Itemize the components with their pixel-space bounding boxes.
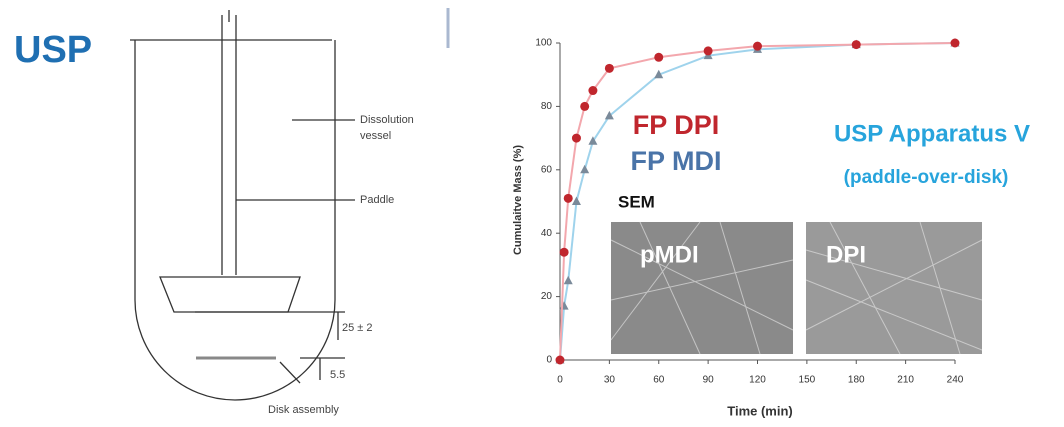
- data-point: [572, 134, 581, 143]
- data-point: [572, 197, 581, 206]
- legend-entry: FP DPI: [633, 110, 720, 140]
- annotation: pMDI: [640, 241, 699, 268]
- diagram-label: vessel: [360, 130, 391, 142]
- data-point: [654, 53, 663, 62]
- x-tick-label: 90: [703, 375, 715, 386]
- diagram-label: Disk assembly: [268, 404, 339, 416]
- x-tick-label: 120: [749, 375, 766, 386]
- data-point: [605, 64, 614, 73]
- diagram-title: USP: [14, 29, 92, 71]
- data-point: [564, 276, 573, 285]
- data-point: [564, 194, 573, 203]
- annotation: USP Apparatus V: [834, 120, 1030, 147]
- slide: USP Dissolution vessel Paddle 25 ± 2 5.5…: [0, 0, 1064, 427]
- annotation: (paddle-over-disk): [844, 167, 1009, 188]
- y-tick-label: 0: [546, 355, 552, 366]
- y-tick-label: 60: [541, 164, 553, 175]
- data-point: [951, 39, 960, 48]
- data-point: [704, 46, 713, 55]
- x-axis-label: Time (min): [727, 403, 793, 418]
- vessel-diagram: [130, 10, 355, 400]
- x-tick-label: 0: [557, 375, 563, 386]
- data-point: [588, 86, 597, 95]
- x-tick-label: 60: [653, 375, 665, 386]
- legend-entry: FP MDI: [630, 146, 721, 176]
- data-point: [556, 356, 565, 365]
- diagram-label: Paddle: [360, 194, 394, 206]
- annotation: DPI: [826, 241, 866, 268]
- x-tick-label: 30: [604, 375, 616, 386]
- y-axis-label: Cumulaitve Mass (%): [512, 145, 524, 255]
- y-tick-label: 40: [541, 228, 553, 239]
- data-point: [753, 42, 762, 51]
- x-tick-label: 150: [799, 375, 816, 386]
- x-tick-label: 180: [848, 375, 865, 386]
- sem-image: [611, 222, 793, 354]
- y-tick-label: 80: [541, 101, 553, 112]
- y-tick-label: 100: [535, 38, 552, 49]
- annotation: SEM: [618, 192, 655, 211]
- y-tick-label: 20: [541, 291, 553, 302]
- diagram-label: 5.5: [330, 369, 345, 381]
- x-tick-label: 210: [897, 375, 914, 386]
- x-tick-label: 240: [947, 375, 964, 386]
- data-point: [560, 248, 569, 257]
- data-point: [580, 165, 589, 174]
- data-point: [560, 301, 569, 310]
- diagram-label: 25 ± 2: [342, 322, 373, 334]
- diagram-label: Dissolution: [360, 114, 414, 126]
- data-point: [852, 40, 861, 49]
- data-point: [580, 102, 589, 111]
